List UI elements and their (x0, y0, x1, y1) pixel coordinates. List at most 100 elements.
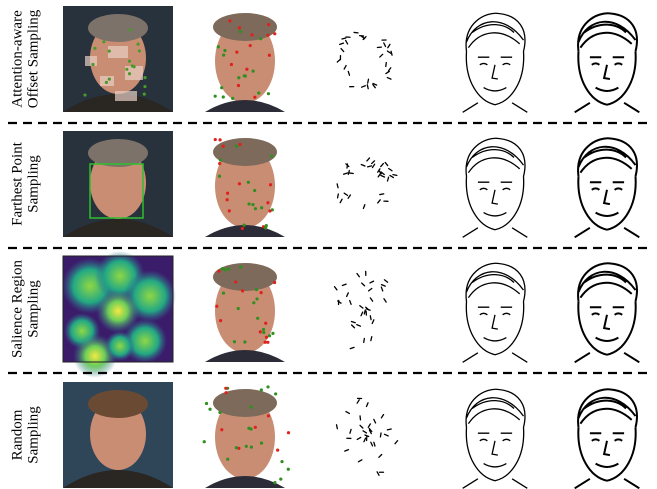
sample-point (266, 385, 269, 388)
sample-point (205, 402, 208, 405)
photo-hair (88, 14, 148, 42)
stroke-segment (360, 425, 363, 428)
sample-point (270, 155, 273, 158)
sample-shirt (205, 476, 285, 488)
row-label: Attention-aware (9, 10, 25, 108)
sample-point (234, 280, 237, 283)
stroke-segment (368, 79, 369, 83)
stroke-segment (364, 338, 365, 342)
stroke-segment (350, 347, 354, 348)
stroke-segment (370, 281, 374, 283)
stroke-segment (363, 205, 364, 209)
offset-point (91, 63, 94, 66)
offset-point (143, 93, 146, 96)
stroke-segment (388, 44, 390, 47)
sample-point (214, 138, 217, 141)
sample-shirt (205, 225, 285, 237)
sample-point (268, 334, 271, 337)
sample-point (243, 74, 246, 77)
sample-point (238, 143, 241, 146)
sample-point (249, 406, 252, 409)
sample-point (254, 426, 257, 429)
sample-hair (213, 138, 277, 166)
stroke-segment (362, 283, 365, 286)
offset-point (136, 43, 139, 46)
stroke-segment (350, 429, 351, 433)
stroke-segment (362, 86, 366, 87)
stroke-segment (369, 288, 372, 290)
stroke-segment (345, 450, 349, 451)
sketch-final (575, 389, 640, 488)
stroke-segment (377, 472, 379, 475)
sketch-partial (463, 13, 528, 112)
sample-point (227, 267, 230, 270)
stroke-segment (372, 161, 375, 164)
sample-point (257, 91, 260, 94)
stroke-segment (387, 429, 391, 430)
sample-point (252, 301, 255, 304)
attention-patch (85, 56, 97, 66)
stroke-segment (350, 301, 351, 305)
sample-point (264, 322, 267, 325)
attention-patch (115, 91, 137, 101)
stroke-segment (372, 320, 374, 324)
stroke-segment (351, 322, 355, 323)
stroke-segment (348, 71, 349, 75)
stroke-segment (357, 400, 359, 403)
row-label: Farthest Point (9, 141, 25, 226)
stroke-segment (382, 285, 386, 286)
stroke-segment (386, 71, 389, 73)
sample-point (259, 330, 262, 333)
offset-point (128, 59, 131, 62)
stroke-segment (344, 173, 348, 174)
sample-point (228, 19, 231, 22)
stroke-segment (357, 437, 360, 439)
sample-point (273, 32, 276, 35)
stroke-segment (381, 287, 382, 291)
stroke-segment (341, 49, 344, 52)
sample-point (273, 281, 276, 284)
sample-point (237, 307, 240, 310)
sample-point (266, 34, 269, 37)
sample-point (226, 458, 229, 461)
offset-point (138, 49, 141, 52)
stroke-segment (387, 51, 390, 53)
sample-point (222, 145, 225, 148)
stroke-segment (381, 164, 384, 167)
stroke-segment (349, 173, 353, 174)
sample-point (260, 388, 263, 391)
sample-point (233, 340, 236, 343)
sample-point (226, 192, 229, 195)
sample-point (280, 460, 283, 463)
offset-point (128, 72, 131, 75)
sample-point (220, 428, 223, 431)
stroke-segment (348, 195, 350, 198)
sample-point (273, 481, 276, 484)
stroke-segment (364, 310, 365, 314)
sample-point (224, 391, 227, 394)
sample-point (255, 288, 258, 291)
stroke-segment (380, 433, 381, 437)
stroke-segment (370, 316, 371, 320)
sample-point (239, 265, 242, 268)
sample-point (259, 37, 262, 40)
sample-hair (213, 389, 277, 417)
row-label: Sampling (25, 280, 41, 338)
sample-point (276, 449, 279, 452)
sample-point (235, 51, 238, 54)
sample-point (245, 445, 248, 448)
offset-point (102, 40, 105, 43)
stroke-segment (366, 309, 370, 310)
sample-point (222, 291, 225, 294)
sample-point (239, 30, 242, 33)
sample-point (287, 468, 290, 471)
row-label: Salience Region (9, 260, 25, 358)
stroke-segment (334, 287, 336, 290)
figure: Attention-awareOffset SamplingFarthest P… (0, 0, 657, 489)
sample-point (222, 95, 225, 98)
stroke-segment (368, 424, 370, 427)
stroke-segment (371, 337, 372, 341)
sketch-final (575, 138, 640, 237)
sample-point (243, 224, 246, 227)
sample-point (245, 68, 248, 71)
